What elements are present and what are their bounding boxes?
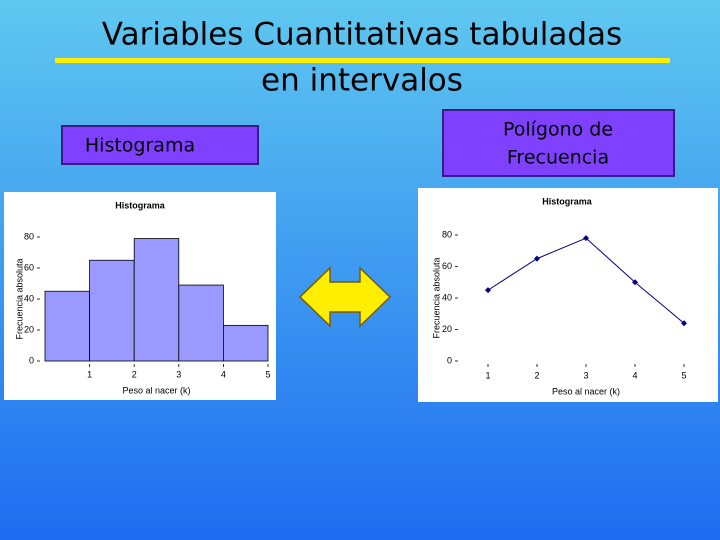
title-line: en intervalos [261,63,463,99]
y-tick-label: 20 [442,324,452,334]
y-tick-label: 80 [442,229,452,239]
marker [534,255,540,262]
bar [222,324,269,362]
y-tick-label: 40 [442,292,452,302]
x-tick-label: 2 [132,369,137,379]
y-axis-label: Frecuencia absoluta [14,258,24,339]
label-box [442,109,675,177]
y-axis-label: Frecuencia absoluta [431,257,441,338]
x-tick-label: 1 [485,370,490,380]
marker [485,287,491,294]
x-axis-label: Peso al nacer (k) [552,386,620,396]
title-underline [55,58,670,63]
chart-title: Histograma [542,196,593,206]
y-tick-label: 80 [24,231,34,241]
marker [632,279,638,286]
bar [133,238,180,362]
y-tick-label: 40 [24,293,34,303]
label-text: Polígono de [503,119,613,141]
x-tick-label: 3 [176,369,181,379]
label-text: Histograma [85,135,195,157]
x-tick-label: 5 [265,369,270,379]
chart-title: Histograma [115,200,166,210]
marker [583,235,589,242]
y-tick-label: 60 [24,262,34,272]
y-tick-label: 20 [24,324,34,334]
x-tick-label: 3 [583,370,588,380]
bar [178,284,224,362]
y-tick-label: 0 [447,355,452,365]
bar [44,290,90,362]
label-text: Frecuencia [507,147,609,169]
bar [89,259,135,362]
x-tick-label: 5 [681,370,686,380]
x-tick-label: 2 [534,370,539,380]
x-axis-label: Peso al nacer (k) [122,385,190,395]
x-tick-label: 1 [87,369,92,379]
y-tick-label: 60 [442,261,452,271]
marker [681,320,687,327]
double-arrow [298,266,392,328]
x-tick-label: 4 [221,369,226,379]
label-box [61,125,259,165]
y-tick-label: 0 [29,355,34,365]
chart-panel [418,188,718,402]
title-line: Variables Cuantitativas tabuladas [102,17,622,53]
x-tick-label: 4 [632,370,637,380]
